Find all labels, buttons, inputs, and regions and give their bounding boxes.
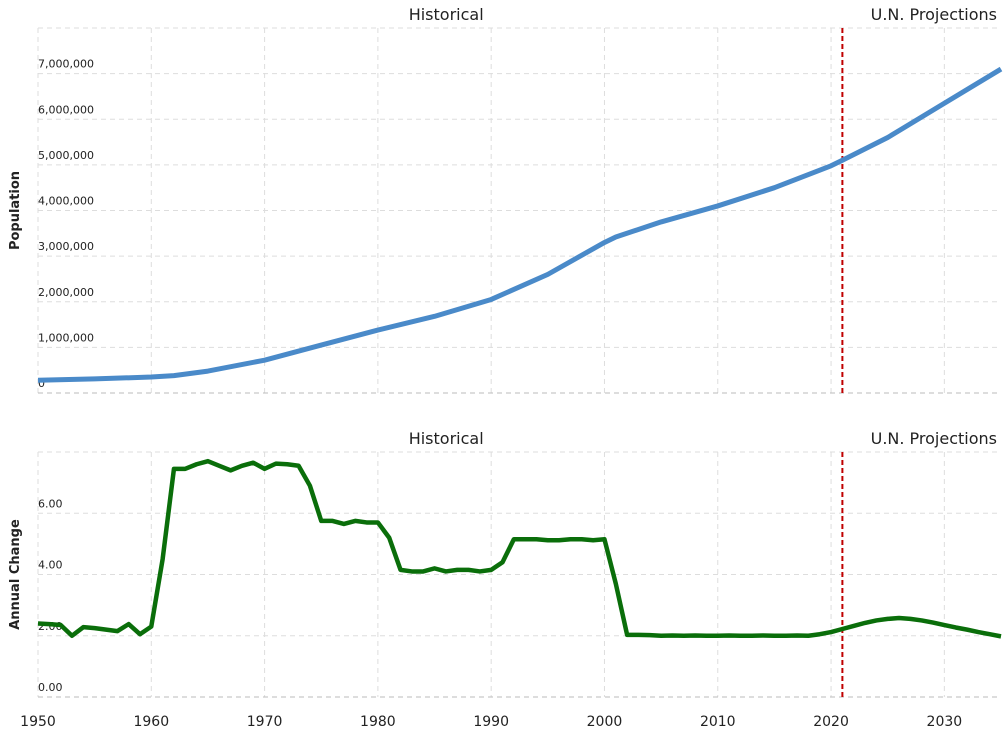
x-tick-label: 2020 [813,714,849,730]
y-tick-label: 0 [38,377,45,390]
annotation: U.N. Projections [871,5,997,24]
y-tick-label: 6,000,000 [38,103,94,116]
annotation: U.N. Projections [871,429,997,448]
data-line [37,458,1002,639]
y-axis-label: Annual Change [8,519,23,630]
y-tick-label: 3,000,000 [38,240,94,253]
y-tick-label: 4,000,000 [38,195,94,208]
annotation: Historical [409,429,484,448]
x-tick-label: 1950 [20,714,56,730]
x-tick-label: 2030 [927,714,963,730]
x-tick-label: 1970 [247,714,283,730]
x-tick-label: 2010 [700,714,736,730]
annotation: Historical [409,5,484,24]
y-tick-label: 0.00 [38,681,63,694]
y-tick-label: 6.00 [38,497,63,510]
data-line [37,66,1003,383]
y-tick-label: 1,000,000 [38,331,94,344]
y-tick-label: 5,000,000 [38,149,94,162]
y-tick-label: 2,000,000 [38,286,94,299]
x-tick-label: 2000 [587,714,623,730]
y-axis-label: Population [8,171,23,250]
y-tick-label: 4.00 [38,559,63,572]
y-tick-label: 7,000,000 [38,58,94,71]
x-tick-label: 1990 [473,714,509,730]
x-tick-label: 1960 [133,714,169,730]
x-tick-label: 1980 [360,714,396,730]
